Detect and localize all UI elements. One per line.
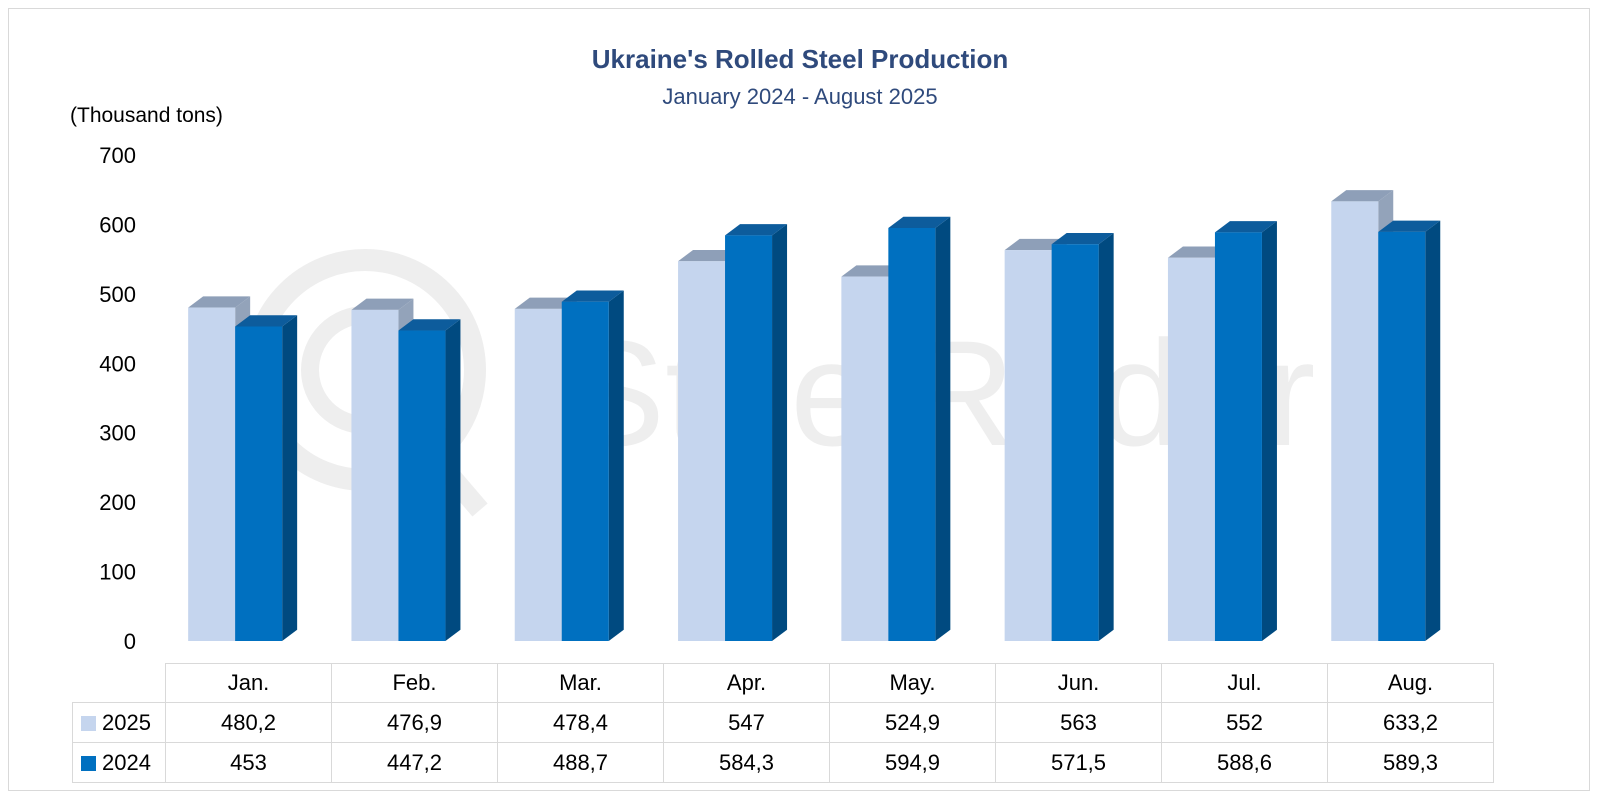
bar-2024-apr (725, 224, 788, 641)
bar-front-face (1004, 250, 1052, 642)
bar-2024-jan (235, 315, 298, 641)
data-label: 447,2 (331, 742, 498, 783)
bar-2024-jul (1214, 221, 1277, 641)
bar-front-face (841, 276, 889, 641)
y-tick-label: 200 (99, 490, 136, 515)
series-row-2025: 2025 480,2 476,9 478,4 547 524,9 563 552… (72, 702, 1494, 743)
bar-front-face (1051, 244, 1099, 642)
bar-front-face (1331, 201, 1379, 641)
bar-top-face (725, 224, 788, 236)
y-axis: 0 100 200 300 400 500 600 700 (99, 143, 136, 654)
data-label: 633,2 (1327, 702, 1494, 743)
bar-top-face (678, 249, 741, 262)
bar-2024-aug (1378, 220, 1441, 641)
data-label: 571,5 (995, 742, 1162, 783)
chart-frame (8, 8, 1590, 791)
y-axis-unit-label: (Thousand tons) (70, 104, 223, 127)
data-label: 594,9 (829, 742, 996, 783)
legend-entry-2025: 2025 (72, 702, 166, 743)
category-label: Jul. (1161, 663, 1328, 703)
legend-swatch-2024 (81, 755, 96, 771)
table-corner (72, 663, 166, 703)
category-label: Feb. (331, 663, 498, 703)
category-label: Jun. (995, 663, 1162, 703)
bar-top-face (1167, 246, 1230, 258)
data-label: 476,9 (331, 702, 498, 743)
data-label: 547 (663, 702, 830, 743)
bar-front-face (514, 308, 562, 641)
category-label: Mar. (497, 663, 664, 703)
bar-top-face (1214, 221, 1277, 233)
bar-front-face (1167, 257, 1215, 641)
y-tick-label: 100 (99, 560, 136, 585)
data-label: 480,2 (165, 702, 332, 743)
bar-2024-feb (398, 319, 461, 641)
legend-swatch-2025 (81, 715, 96, 731)
y-tick-label: 700 (99, 143, 136, 168)
data-label: 588,6 (1161, 742, 1328, 783)
bar-front-face (1378, 231, 1426, 641)
bar-top-face (235, 315, 298, 327)
data-label: 453 (165, 742, 332, 783)
bar-front-face (725, 235, 773, 641)
data-label: 589,3 (1327, 742, 1494, 783)
bar-top-face (351, 298, 414, 310)
legend-entry-2024: 2024 (72, 742, 166, 783)
data-label: 488,7 (497, 742, 664, 783)
bar-front-face (351, 309, 399, 641)
bar-top-face (561, 290, 624, 302)
bar-side-face (1261, 221, 1277, 641)
y-tick-label: 0 (124, 629, 136, 654)
bar-top-face (841, 265, 904, 277)
bar-side-face (608, 290, 624, 641)
bar-front-face (1214, 232, 1262, 641)
bar-front-face (888, 227, 936, 641)
series-name: 2024 (102, 749, 151, 775)
series-name: 2025 (102, 709, 151, 735)
category-label: Jan. (165, 663, 332, 703)
category-row: Jan. Feb. Mar. Apr. May. Jun. Jul. Aug. (72, 663, 1494, 703)
bar-2024-mar (561, 290, 624, 641)
data-table: Jan. Feb. Mar. Apr. May. Jun. Jul. Aug. … (72, 663, 1494, 783)
bar-2024-may (888, 216, 951, 641)
bar-top-face (514, 297, 577, 309)
bar-top-face (1051, 232, 1114, 245)
data-label: 478,4 (497, 702, 664, 743)
bars-group (188, 190, 1441, 642)
series-row-2024: 2024 453 447,2 488,7 584,3 594,9 571,5 5… (72, 742, 1494, 783)
category-label: May. (829, 663, 996, 703)
bar-top-face (1004, 238, 1067, 251)
bar-top-face (188, 296, 251, 308)
bar-front-face (678, 261, 726, 641)
bar-front-face (561, 301, 609, 641)
bar-side-face (772, 224, 788, 641)
y-tick-label: 600 (99, 212, 136, 237)
bar-front-face (398, 330, 446, 641)
data-label: 552 (1161, 702, 1328, 743)
chart-subtitle: January 2024 - August 2025 (662, 84, 938, 109)
category-label: Aug. (1327, 663, 1494, 703)
bar-top-face (888, 216, 951, 228)
bar-front-face (188, 307, 236, 641)
bar-front-face (235, 326, 283, 641)
y-tick-label: 400 (99, 351, 136, 376)
bar-2024-jun (1051, 232, 1114, 642)
category-label: Apr. (663, 663, 830, 703)
bar-side-face (1425, 220, 1441, 641)
bar-top-face (1378, 220, 1441, 232)
bar-top-face (1331, 190, 1394, 202)
chart-title: Ukraine's Rolled Steel Production (591, 44, 1009, 74)
bar-side-face (1098, 232, 1114, 642)
bar-side-face (935, 216, 951, 641)
data-label: 524,9 (829, 702, 996, 743)
data-label: 584,3 (663, 742, 830, 783)
data-label: 563 (995, 702, 1162, 743)
bar-top-face (398, 319, 461, 331)
y-tick-label: 500 (99, 282, 136, 307)
y-tick-label: 300 (99, 421, 136, 446)
bar-side-face (445, 319, 461, 641)
bar-side-face (282, 315, 298, 641)
